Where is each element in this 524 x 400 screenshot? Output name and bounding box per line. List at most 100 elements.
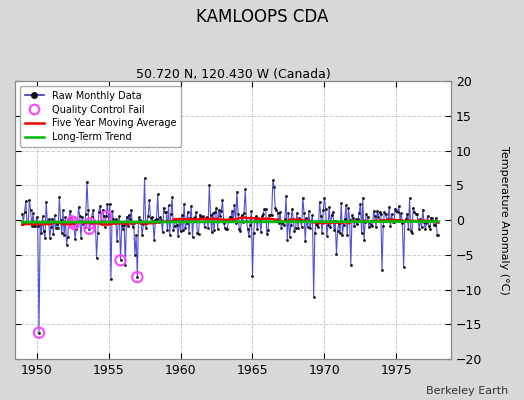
Point [281, 216, 289, 222]
Point [215, 207, 223, 213]
Point [116, 257, 125, 264]
Point [122, 214, 130, 220]
Point [432, 214, 440, 221]
Point [335, 220, 343, 226]
Point [375, 208, 384, 215]
Point [264, 227, 272, 233]
Point [340, 222, 348, 228]
Point [307, 218, 315, 224]
Point [350, 223, 358, 230]
Point [378, 267, 386, 273]
Point [102, 213, 111, 220]
Point [395, 203, 403, 210]
Point [80, 224, 89, 230]
Point [387, 211, 396, 218]
Point [186, 214, 194, 221]
Point [23, 220, 31, 226]
Point [287, 222, 295, 228]
Point [348, 212, 356, 218]
Point [115, 213, 124, 220]
Point [18, 211, 26, 217]
Point [227, 214, 235, 220]
Point [250, 215, 259, 222]
Point [233, 188, 241, 195]
Point [377, 210, 385, 217]
Point [286, 234, 294, 240]
Point [403, 211, 411, 217]
Point [57, 217, 65, 224]
Point [336, 230, 344, 236]
Point [146, 215, 155, 222]
Point [73, 223, 82, 229]
Point [398, 220, 407, 226]
Point [36, 220, 45, 227]
Point [333, 228, 342, 234]
Point [70, 221, 78, 227]
Point [304, 208, 313, 214]
Point [247, 208, 256, 214]
Point [193, 230, 202, 236]
Point [427, 214, 435, 221]
Point [316, 213, 325, 219]
Point [380, 209, 389, 216]
Point [127, 207, 136, 213]
Point [323, 233, 331, 239]
Point [89, 207, 97, 213]
Point [188, 234, 196, 240]
Point [35, 330, 43, 336]
Point [204, 224, 212, 231]
Point [385, 204, 394, 210]
Point [312, 220, 320, 227]
Point [167, 211, 175, 217]
Point [51, 224, 60, 231]
Point [26, 207, 35, 214]
Point [86, 220, 95, 226]
Point [148, 214, 156, 220]
Point [372, 224, 380, 230]
Point [301, 238, 310, 244]
Point [185, 230, 193, 236]
Point [136, 217, 144, 223]
Point [205, 182, 213, 188]
Point [175, 216, 183, 222]
Point [234, 210, 242, 217]
Point [20, 209, 29, 215]
Point [217, 208, 225, 215]
Point [252, 213, 260, 219]
Point [114, 219, 122, 226]
Point [213, 226, 222, 232]
Point [347, 262, 355, 268]
Point [92, 255, 101, 262]
Point [357, 230, 366, 236]
Point [374, 214, 383, 220]
Point [47, 224, 55, 230]
Point [390, 219, 398, 226]
Point [341, 216, 349, 222]
Point [84, 207, 92, 214]
Point [43, 220, 51, 226]
Y-axis label: Temperature Anomaly (°C): Temperature Anomaly (°C) [499, 146, 509, 294]
Point [352, 216, 360, 222]
Point [239, 219, 247, 226]
Point [202, 214, 210, 221]
Point [289, 216, 298, 222]
Point [94, 229, 102, 236]
Point [133, 274, 141, 280]
Point [48, 216, 57, 222]
Point [150, 237, 158, 243]
Point [112, 216, 120, 222]
Point [165, 202, 173, 209]
Point [96, 203, 104, 209]
Point [364, 214, 372, 220]
Point [126, 216, 134, 222]
Point [358, 195, 367, 201]
Point [117, 222, 126, 229]
Point [349, 215, 357, 221]
Point [331, 218, 340, 224]
Point [396, 217, 404, 223]
Point [102, 213, 111, 220]
Point [72, 226, 80, 232]
Point [270, 184, 278, 190]
Point [107, 276, 115, 282]
Point [276, 209, 284, 215]
